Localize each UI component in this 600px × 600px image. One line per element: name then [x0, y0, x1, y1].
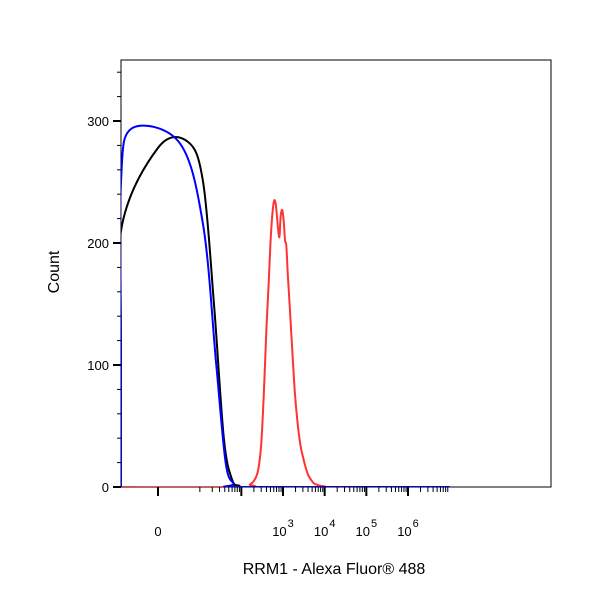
x-tick-label: 106	[397, 518, 419, 539]
x-axis-title: RRM1 - Alexa Fluor® 488	[243, 561, 426, 578]
x-tick-label: 0	[154, 524, 161, 539]
y-axis-title: Count	[46, 250, 63, 293]
y-tick-label: 300	[87, 114, 109, 129]
series-lines	[121, 124, 450, 487]
series-line-2	[121, 199, 450, 487]
tick-labels: 0 100 200 300 0 103 104 105 106	[87, 114, 418, 539]
x-tick-label: 105	[356, 518, 378, 539]
y-tick-label: 200	[87, 236, 109, 251]
x-tick-label: 103	[272, 518, 294, 539]
plot-frame	[120, 59, 552, 488]
series-line-1	[121, 124, 450, 487]
y-tick-label: 0	[102, 480, 109, 495]
x-tick-label: 104	[314, 518, 336, 539]
y-tick-label: 100	[87, 358, 109, 373]
ticks	[113, 71, 449, 496]
axes	[120, 59, 552, 488]
series-line-0	[121, 136, 450, 487]
